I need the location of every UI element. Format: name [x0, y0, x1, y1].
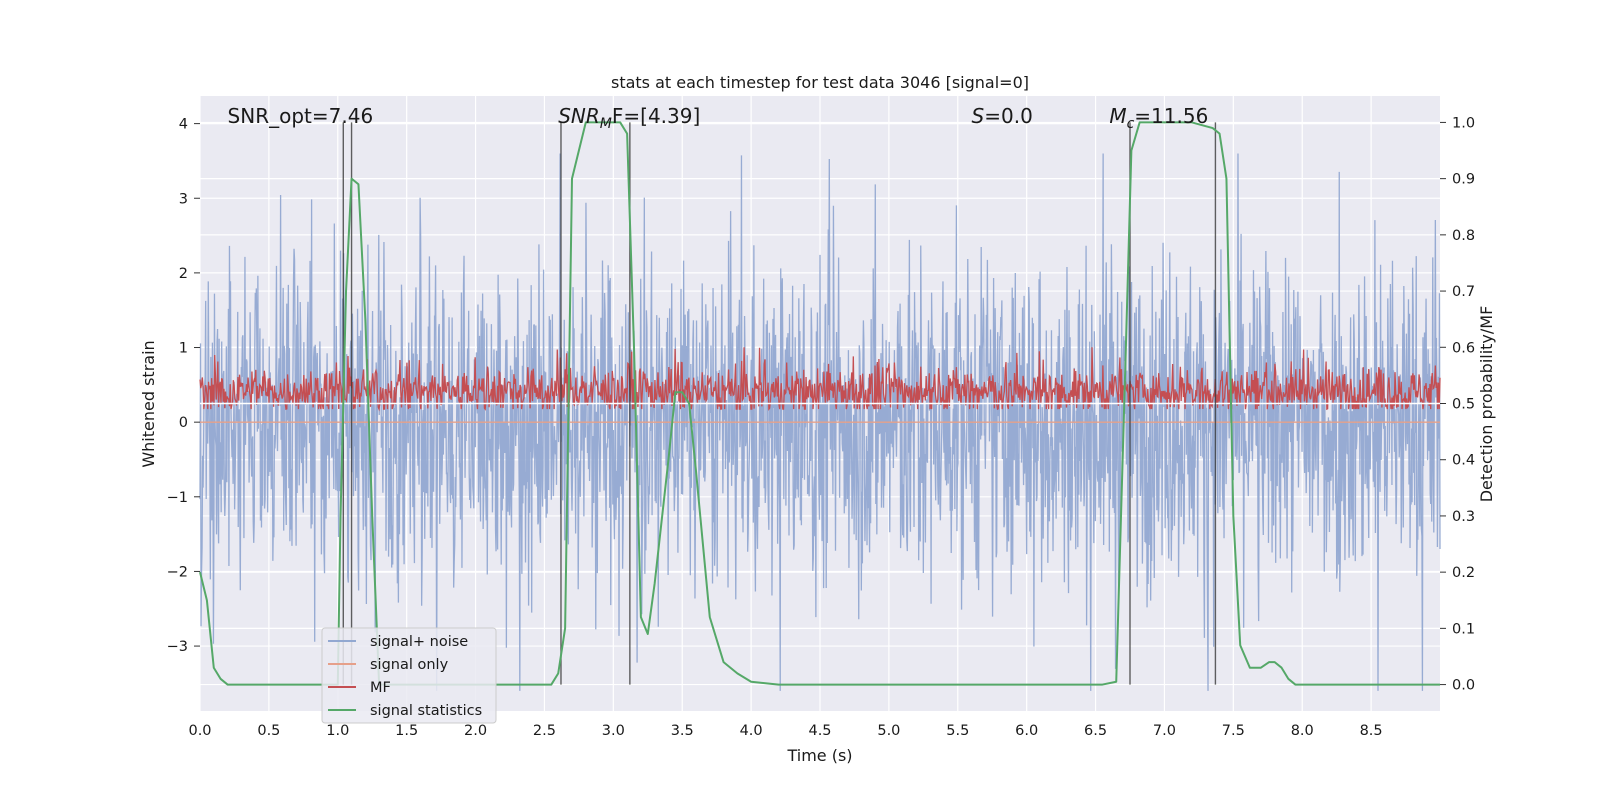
x-tick-label: 6.0	[1015, 723, 1038, 739]
signal-statistics-line	[199, 121, 1440, 686]
x-tick-label: 8.0	[1291, 723, 1314, 739]
x-axis-label: Time (s)	[786, 746, 852, 765]
x-tick-label: 0.5	[257, 723, 280, 739]
y-tick-label: −1	[167, 490, 188, 506]
y-axis-label: Whitened strain	[139, 340, 158, 467]
x-tick-label: 4.5	[808, 723, 831, 739]
y2-tick-label: 0.3	[1452, 509, 1475, 525]
y-tick-label: 4	[179, 117, 188, 133]
y-tick-label: 3	[179, 191, 188, 207]
y2-tick-label: 0.7	[1452, 284, 1475, 300]
y-axis-ticks: −3 −2 −1 0 1 2 3 4	[167, 117, 200, 655]
y2-tick-label: 0.1	[1452, 621, 1475, 637]
y2-tick-label: 0.6	[1452, 340, 1475, 356]
annotation-text: S=0.0	[972, 104, 1033, 128]
x-tick-label: 7.0	[1153, 723, 1176, 739]
x-tick-label: 3.5	[671, 723, 694, 739]
y2-tick-label: 0.8	[1452, 228, 1475, 244]
y-tick-label: −3	[167, 639, 188, 655]
x-axis-ticks: 0.0 0.5 1.0 1.5 2.0 2.5 3.0 3.5 4.0 4.5 5.0 5.5 6.0 6…	[188, 723, 1382, 739]
y2-axis-ticks: 0.0 0.1 0.2 0.3 0.4 0.5 0.6 0.7 0.8 0.9 1.0	[1440, 115, 1475, 694]
y-tick-label: 0	[179, 415, 188, 431]
y2-tick-label: 0.4	[1452, 453, 1475, 469]
signal-statistics-series	[199, 121, 1440, 686]
annotation-text: SNRMF=[4.39]	[558, 104, 700, 132]
x-tick-label: 7.5	[1222, 723, 1245, 739]
x-tick-label: 1.0	[326, 723, 349, 739]
x-tick-label: 1.5	[395, 723, 418, 739]
legend-label: MF	[370, 680, 391, 696]
x-tick-label: 6.5	[1084, 723, 1107, 739]
legend-label: signal only	[370, 657, 449, 673]
mf-line	[199, 347, 1441, 412]
legend-label: signal statistics	[370, 703, 482, 719]
x-tick-label: 3.0	[602, 723, 625, 739]
y-tick-label: 2	[179, 266, 188, 282]
mf-series	[199, 347, 1441, 412]
legend: signal+ noise signal only MF signal statist…	[321, 627, 497, 724]
y2-tick-label: 0.0	[1452, 678, 1475, 694]
legend-frame	[321, 627, 497, 724]
y-tick-label: 1	[179, 341, 188, 357]
y2-tick-label: 0.2	[1452, 565, 1475, 581]
y2-axis-label: Detection probability/MF	[1477, 306, 1496, 503]
chart-title: stats at each timestep for test data 304…	[611, 73, 1029, 92]
y2-tick-label: 0.9	[1452, 172, 1475, 188]
annotation-text: Mc=11.56	[1109, 104, 1208, 132]
annotations: SNR_opt=7.46 SNRMF=[4.39] S=0.0 Mc=11.56	[228, 104, 1209, 132]
x-tick-label: 0.0	[188, 723, 211, 739]
x-tick-label: 5.0	[877, 723, 900, 739]
legend-label: signal+ noise	[370, 634, 468, 650]
x-tick-label: 8.5	[1360, 723, 1383, 739]
y2-tick-label: 0.5	[1452, 397, 1475, 413]
y-tick-label: −2	[167, 564, 188, 580]
x-tick-label: 4.0	[740, 723, 763, 739]
annotation-text: SNR_opt=7.46	[228, 104, 374, 128]
x-tick-label: 5.5	[946, 723, 969, 739]
x-tick-label: 2.5	[533, 723, 556, 739]
x-tick-label: 2.0	[464, 723, 487, 739]
y2-tick-label: 1.0	[1452, 115, 1475, 131]
